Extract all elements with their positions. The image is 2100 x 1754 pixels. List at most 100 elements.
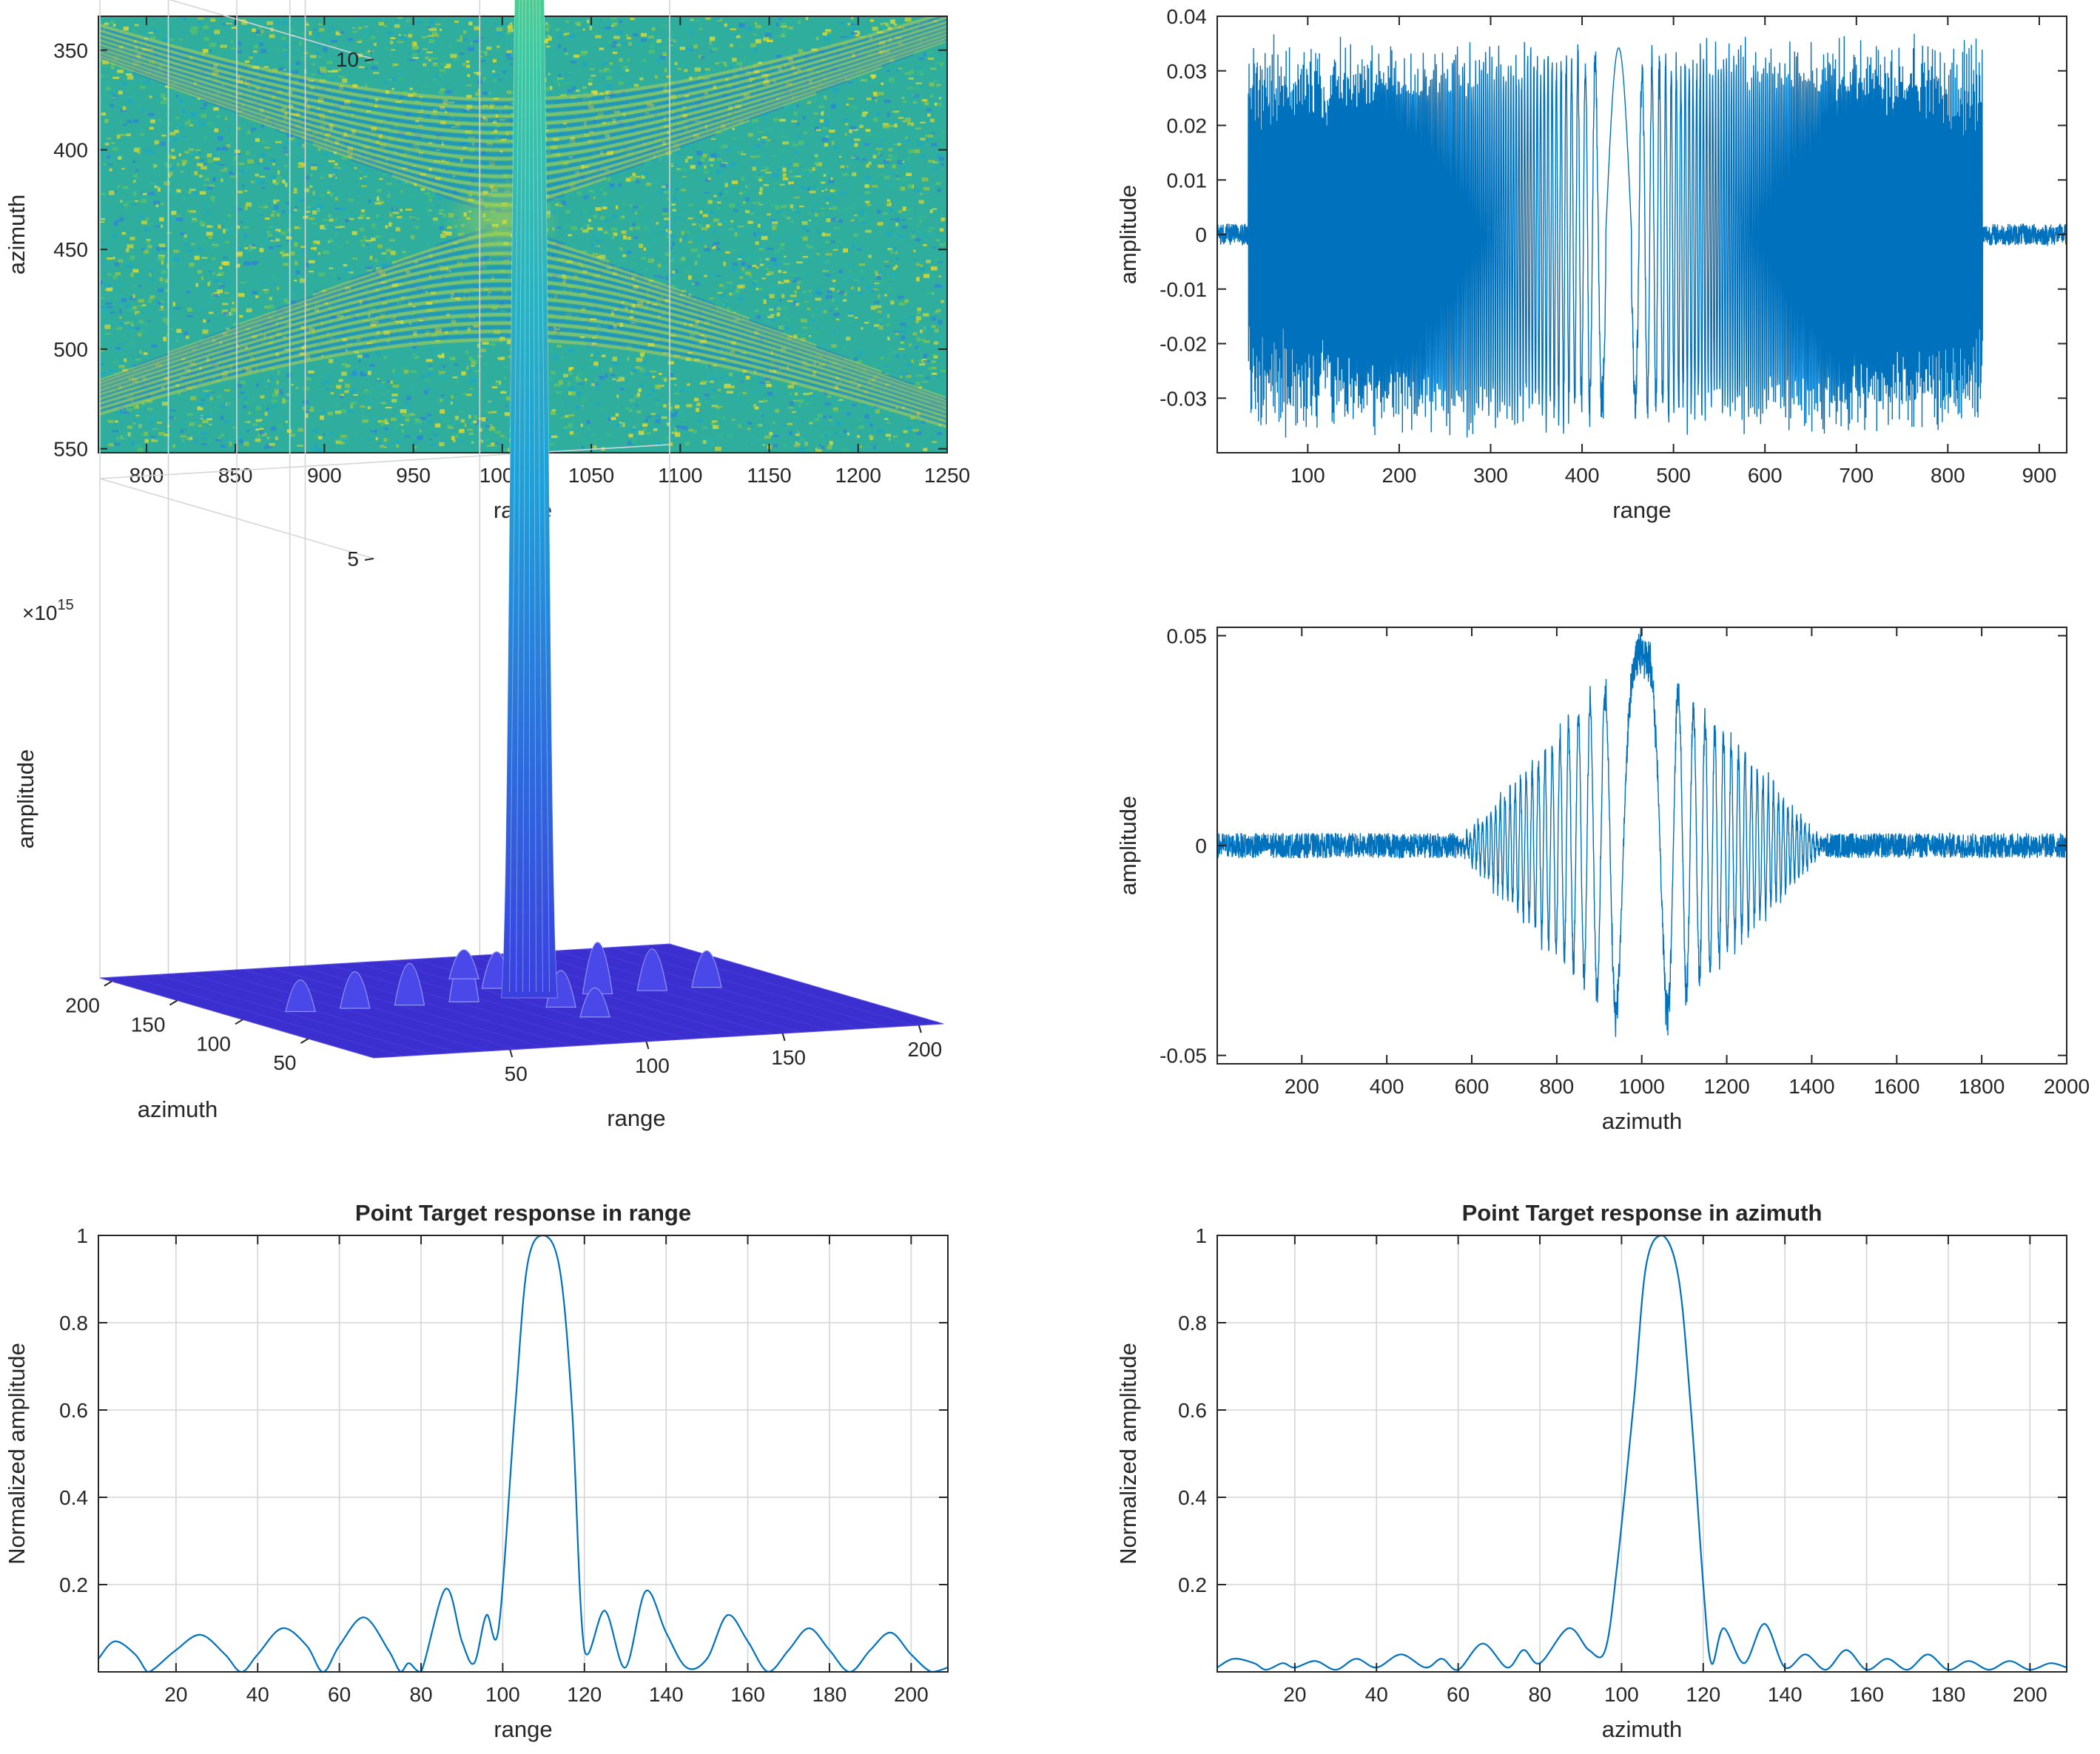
heatmap-cell — [243, 404, 247, 409]
heatmap-cell — [738, 44, 744, 48]
heatmap-cell — [408, 33, 413, 38]
heatmap-cell — [117, 70, 124, 73]
heatmap-cell — [423, 63, 427, 67]
heatmap-cell — [485, 164, 491, 169]
heatmap-cell — [670, 44, 673, 46]
heatmap-cell — [310, 247, 317, 250]
heatmap-cell — [707, 398, 712, 400]
heatmap-cell — [408, 52, 411, 56]
heatmap-cell — [348, 198, 354, 202]
heatmap-cell — [816, 74, 821, 77]
heatmap-cell — [401, 429, 404, 434]
heatmap-cell — [371, 237, 376, 241]
heatmap-cell — [429, 348, 434, 351]
heatmap-cell — [726, 311, 732, 316]
heatmap-cell — [686, 404, 693, 408]
heatmap-cell — [127, 425, 133, 429]
heatmap-cell — [718, 303, 723, 306]
heatmap-cell — [940, 300, 944, 303]
heatmap-cell — [613, 265, 621, 269]
heatmap-cell — [873, 375, 878, 380]
heatmap-cell — [605, 26, 611, 30]
heatmap-cell — [836, 408, 844, 411]
heatmap-cell — [451, 422, 456, 426]
heatmap-cell — [398, 218, 403, 223]
heatmap-cell — [117, 296, 122, 298]
heatmap-cell — [402, 18, 406, 21]
heatmap-cell — [565, 210, 571, 214]
heatmap-cell — [372, 247, 375, 249]
heatmap-cell — [670, 314, 673, 320]
heatmap-cell — [228, 21, 234, 23]
heatmap-cell — [118, 308, 122, 314]
heatmap-cell — [745, 399, 749, 402]
heatmap-cell — [723, 261, 727, 266]
heatmap-cell — [115, 220, 119, 223]
heatmap-cell — [830, 104, 835, 109]
heatmap-cell — [277, 389, 283, 391]
heatmap-cell — [571, 391, 576, 396]
heatmap-cell — [408, 93, 414, 98]
heatmap-cell — [311, 136, 316, 139]
heatmap-cell — [292, 288, 299, 290]
heatmap-cell — [836, 107, 839, 110]
heatmap-cell — [616, 249, 622, 253]
heatmap-cell — [725, 191, 728, 193]
heatmap-cell — [206, 186, 213, 190]
heatmap-cell — [323, 433, 326, 436]
heatmap-cell — [625, 107, 630, 109]
heatmap-cell — [198, 152, 201, 154]
heatmap-cell — [573, 182, 579, 185]
heatmap-cell — [107, 155, 110, 159]
heatmap-cell — [149, 38, 155, 41]
heatmap-cell — [290, 113, 297, 116]
heatmap-cell — [879, 41, 886, 45]
heatmap-cell — [141, 47, 147, 51]
heatmap-cell — [127, 308, 134, 311]
heatmap-cell — [235, 149, 240, 154]
heatmap-cell — [926, 122, 932, 126]
heatmap-cell — [602, 77, 608, 80]
heatmap-cell — [911, 359, 915, 363]
heatmap-cell — [504, 365, 510, 368]
heatmap-cell — [151, 277, 155, 282]
heatmap-cell — [707, 363, 710, 368]
heatmap-cell — [474, 26, 479, 30]
heatmap-cell — [878, 152, 881, 156]
heatmap-cell — [190, 374, 195, 379]
heatmap-cell — [737, 151, 744, 153]
heatmap-cell — [547, 434, 551, 439]
heatmap-cell — [918, 385, 922, 389]
heatmap-cell — [309, 174, 313, 177]
heatmap-cell — [333, 273, 337, 277]
heatmap-cell — [685, 388, 691, 392]
heatmap-cell — [653, 428, 658, 431]
heatmap-cell — [616, 217, 624, 220]
heatmap-cell — [144, 431, 148, 436]
heatmap-cell — [852, 27, 858, 31]
heatmap-cell — [425, 302, 433, 305]
heatmap-cell — [750, 155, 757, 158]
heatmap-cell — [260, 153, 267, 158]
heatmap-cell — [886, 422, 891, 424]
heatmap-cell — [912, 398, 918, 401]
heatmap-cell — [765, 172, 772, 174]
heatmap-cell — [395, 128, 400, 133]
heatmap-cell — [386, 337, 392, 341]
heatmap-cell — [194, 81, 197, 85]
heatmap-cell — [293, 209, 297, 212]
heatmap-cell — [612, 118, 616, 123]
heatmap-cell — [809, 420, 814, 423]
heatmap-cell — [414, 100, 421, 104]
heatmap-cell — [915, 82, 922, 84]
heatmap-cell — [638, 16, 645, 18]
heatmap-cell — [869, 36, 872, 40]
heatmap-cell — [810, 394, 815, 397]
heatmap-cell — [596, 278, 602, 280]
heatmap-cell — [894, 141, 898, 145]
heatmap-cell — [758, 223, 761, 228]
heatmap-cell — [641, 175, 645, 179]
heatmap-cell — [420, 173, 426, 176]
heatmap-cell — [316, 448, 323, 452]
heatmap-cell — [185, 385, 192, 390]
